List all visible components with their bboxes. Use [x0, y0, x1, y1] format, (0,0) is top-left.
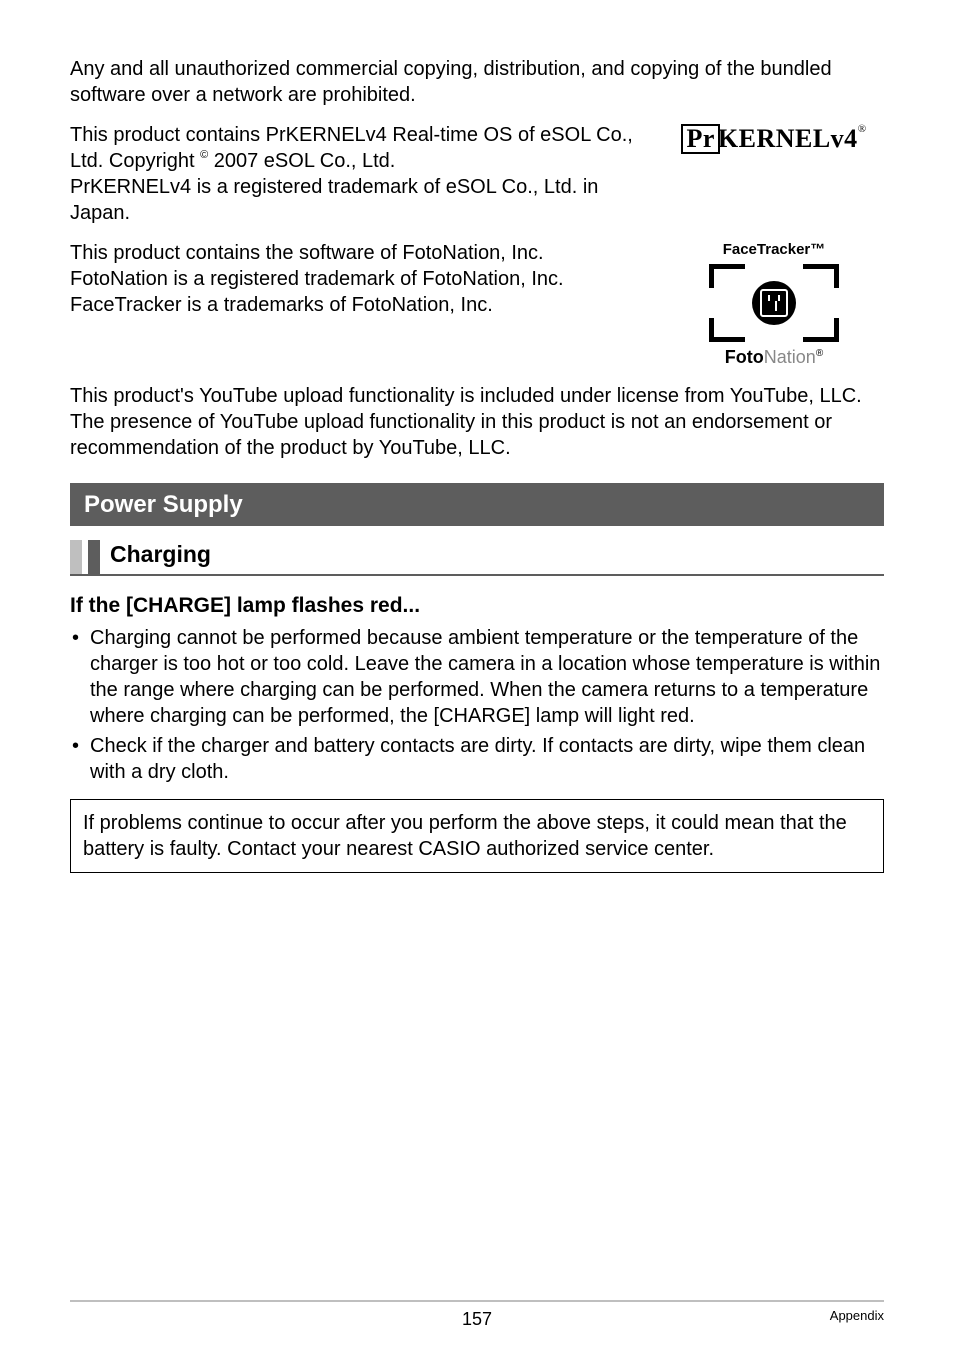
list-item: Charging cannot be performed because amb…	[70, 625, 884, 729]
heading-stripe-light	[70, 540, 82, 574]
prkernel-logo-reg: ®	[858, 123, 867, 135]
fotonation-text: This product contains the software of Fo…	[70, 240, 664, 318]
heading-stripe-dark	[88, 540, 100, 574]
prkernel-logo-text: KERNELv4	[718, 124, 858, 153]
charge-question: If the [CHARGE] lamp flashes red...	[70, 592, 884, 619]
bullet-list: Charging cannot be performed because amb…	[70, 625, 884, 785]
prkernel-line2: PrKERNELv4 is a registered trademark of …	[70, 176, 598, 224]
sub-heading: Charging	[70, 540, 884, 576]
prkernel-row: This product contains PrKERNELv4 Real-ti…	[70, 122, 884, 226]
foto-line3: FaceTracker is a trademarks of FotoNatio…	[70, 294, 493, 316]
facetracker-icon	[709, 264, 839, 342]
youtube-para: This product's YouTube upload functional…	[70, 383, 884, 461]
intro-para-1: Any and all unauthorized commercial copy…	[70, 56, 884, 108]
page-number: 157	[462, 1308, 492, 1331]
fotonation-row: This product contains the software of Fo…	[70, 240, 884, 369]
prkernel-text: This product contains PrKERNELv4 Real-ti…	[70, 122, 664, 226]
note-box: If problems continue to occur after you …	[70, 799, 884, 873]
copyright-symbol: ©	[200, 149, 208, 161]
facetracker-label: FaceTracker™	[694, 240, 854, 260]
foto-line1: This product contains the software of Fo…	[70, 242, 544, 264]
footer-section-label: Appendix	[830, 1308, 884, 1325]
list-item: Check if the charger and battery contact…	[70, 733, 884, 785]
fotonation-reg: ®	[816, 348, 823, 359]
section-title-bar: Power Supply	[70, 483, 884, 526]
prkernel-line1b: 2007 eSOL Co., Ltd.	[208, 150, 395, 172]
foto-line2: FotoNation is a registered trademark of …	[70, 268, 564, 290]
fotonation-bold: Foto	[725, 347, 764, 367]
fotonation-logo-block: FaceTracker™ FotoNation®	[664, 240, 884, 369]
page-footer: 157 Appendix	[70, 1300, 884, 1325]
prkernel-logo-box: Pr	[681, 124, 719, 154]
sub-heading-label: Charging	[100, 540, 211, 574]
fotonation-light: Nation	[764, 347, 816, 367]
prkernel-logo: PrKERNELv4®	[664, 122, 884, 156]
fotonation-wordmark: FotoNation®	[694, 346, 854, 369]
